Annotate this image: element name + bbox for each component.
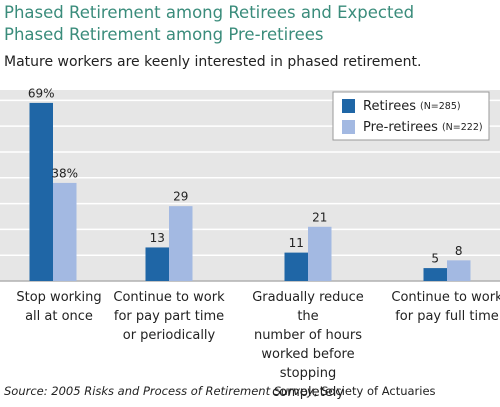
bar	[53, 182, 77, 281]
bar	[308, 226, 332, 281]
x-tick-label: Gradually reduce the number of hours wor…	[252, 290, 364, 400]
legend-label: Retirees (N=285)	[363, 99, 461, 114]
legend-label: Pre-retirees (N=222)	[363, 120, 483, 135]
value-label: 29	[173, 190, 188, 204]
legend-name: Retirees	[363, 99, 416, 114]
chart-title: Phased Retirement among Retirees and Exp…	[4, 3, 415, 44]
value-label: 69%	[28, 86, 55, 100]
legend-name: Pre-retirees	[363, 120, 438, 135]
source-org: , Society of Actuaries	[313, 384, 436, 398]
source-citation: Source: 2005 Risks and Process of Retire…	[4, 384, 314, 398]
bar	[29, 102, 53, 282]
value-label: 5	[431, 252, 439, 266]
bar	[145, 247, 169, 281]
value-label: 38%	[51, 166, 78, 180]
value-label: 21	[312, 210, 327, 224]
bar	[447, 260, 471, 281]
legend-swatch	[342, 120, 355, 134]
bar	[284, 252, 308, 281]
legend-sample: (N=222)	[442, 122, 483, 133]
value-label: 8	[455, 244, 463, 258]
bar	[169, 206, 193, 281]
x-tick-label: Stop working all at once	[16, 290, 102, 324]
value-label: 11	[289, 236, 304, 250]
x-tick-label: Continue to work for pay full time	[391, 290, 500, 324]
x-tick-label: Continue to work for pay part time or pe…	[113, 290, 225, 343]
chart-subtitle: Mature workers are keenly interested in …	[4, 54, 422, 70]
source-note: Source: 2005 Risks and Process of Retire…	[4, 384, 436, 398]
legend-sample: (N=285)	[420, 101, 461, 112]
legend-box	[332, 91, 490, 141]
legend-swatch	[342, 99, 355, 113]
value-label: 13	[150, 231, 165, 245]
bar	[423, 268, 447, 281]
